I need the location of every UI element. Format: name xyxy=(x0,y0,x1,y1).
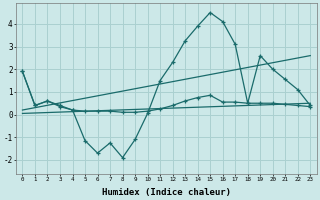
X-axis label: Humidex (Indice chaleur): Humidex (Indice chaleur) xyxy=(102,188,231,197)
